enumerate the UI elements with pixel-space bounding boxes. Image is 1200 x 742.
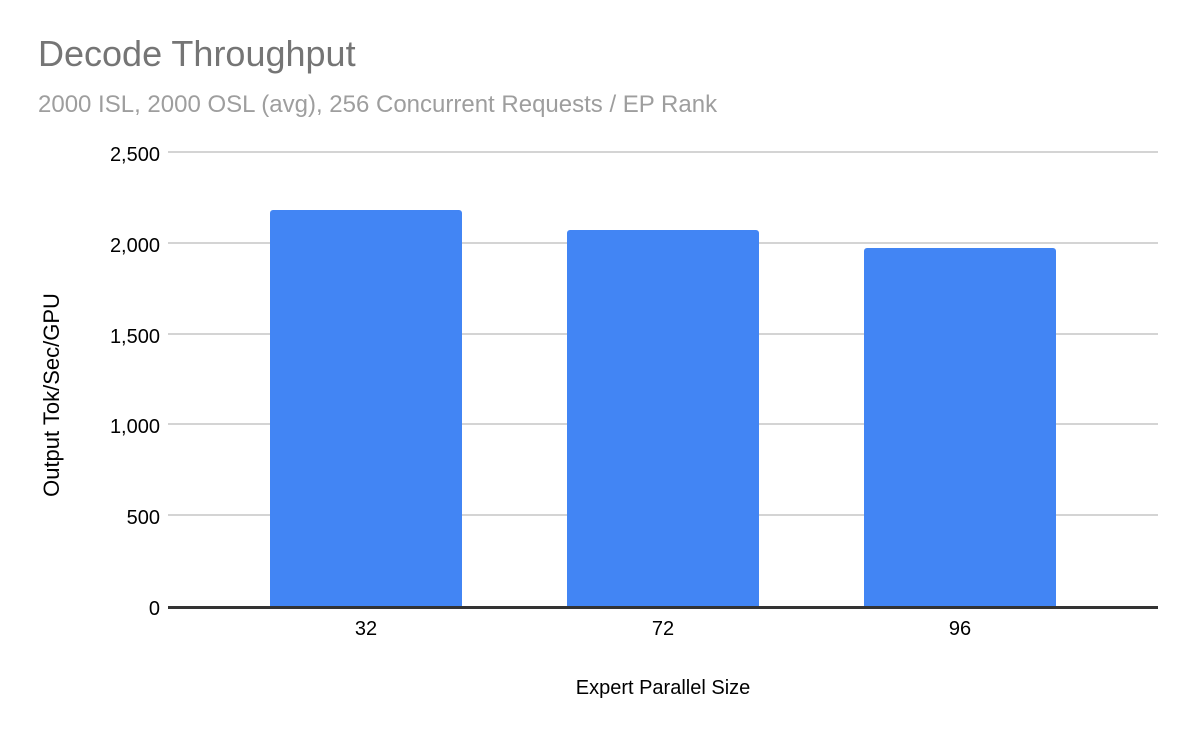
plot-area <box>168 151 1158 609</box>
y-axis-tick-label: 2,000 <box>109 234 160 257</box>
y-gridline-2,500 <box>168 151 1158 153</box>
y-axis-tick-label: 1,500 <box>109 325 160 348</box>
y-axis-tick-label: 2,500 <box>109 144 160 166</box>
x-axis-category-label: 32 <box>354 618 378 640</box>
y-axis-tick-label: 0 <box>148 598 160 620</box>
x-axis-category-label: 72 <box>651 618 675 640</box>
y-axis-title: Output Tok/Sec/GPU <box>39 293 64 497</box>
y-axis-tick-label: 500 <box>126 507 160 530</box>
chart-subtitle: 2000 ISL, 2000 OSL (avg), 256 Concurrent… <box>38 91 718 118</box>
x-axis-category-label: 96 <box>948 618 972 640</box>
bar-72 <box>567 230 759 606</box>
y-axis-tick-label: 1,000 <box>109 416 160 439</box>
chart-title: Decode Throughput <box>38 33 356 74</box>
bar-32 <box>270 210 462 606</box>
bar-96 <box>864 248 1056 606</box>
x-axis-title: Expert Parallel Size <box>575 677 751 699</box>
